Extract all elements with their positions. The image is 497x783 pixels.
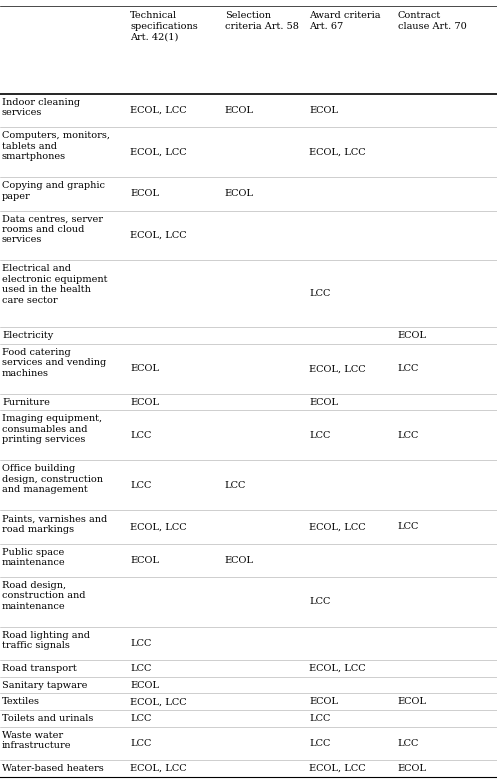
Text: Toilets and urinals: Toilets and urinals <box>2 714 93 723</box>
Text: Road design,
construction and
maintenance: Road design, construction and maintenanc… <box>2 581 85 611</box>
Text: ECOL, LCC: ECOL, LCC <box>130 148 187 157</box>
Text: ECOL: ECOL <box>309 106 338 115</box>
Text: LCC: LCC <box>130 664 152 673</box>
Text: Public space
maintenance: Public space maintenance <box>2 547 66 567</box>
Text: Data centres, server
rooms and cloud
services: Data centres, server rooms and cloud ser… <box>2 215 103 244</box>
Text: LCC: LCC <box>130 739 152 748</box>
Text: ECOL: ECOL <box>130 680 159 690</box>
Text: ECOL: ECOL <box>398 764 426 773</box>
Text: ECOL, LCC: ECOL, LCC <box>130 231 187 240</box>
Text: Waste water
infrastructure: Waste water infrastructure <box>2 731 72 750</box>
Text: LCC: LCC <box>225 481 246 490</box>
Text: ECOL, LCC: ECOL, LCC <box>130 522 187 532</box>
Text: ECOL: ECOL <box>398 698 426 706</box>
Text: LCC: LCC <box>398 364 419 373</box>
Text: Technical
specifications
Art. 42(1): Technical specifications Art. 42(1) <box>130 11 198 41</box>
Text: Textiles: Textiles <box>2 698 40 706</box>
Text: ECOL: ECOL <box>130 189 159 198</box>
Text: LCC: LCC <box>309 289 331 298</box>
Text: ECOL: ECOL <box>225 189 253 198</box>
Text: Road transport: Road transport <box>2 664 77 673</box>
Text: ECOL, LCC: ECOL, LCC <box>309 522 366 532</box>
Text: LCC: LCC <box>130 431 152 440</box>
Text: ECOL: ECOL <box>398 331 426 340</box>
Text: ECOL: ECOL <box>225 556 253 565</box>
Text: ECOL, LCC: ECOL, LCC <box>309 364 366 373</box>
Text: LCC: LCC <box>398 431 419 440</box>
Text: ECOL: ECOL <box>309 398 338 406</box>
Text: ECOL, LCC: ECOL, LCC <box>130 698 187 706</box>
Text: Computers, monitors,
tablets and
smartphones: Computers, monitors, tablets and smartph… <box>2 132 110 161</box>
Text: ECOL: ECOL <box>130 398 159 406</box>
Text: LCC: LCC <box>309 597 331 606</box>
Text: Water-based heaters: Water-based heaters <box>2 764 104 773</box>
Text: Paints, varnishes and
road markings: Paints, varnishes and road markings <box>2 514 107 534</box>
Text: Contract
clause Art. 70: Contract clause Art. 70 <box>398 11 466 31</box>
Text: Award criteria
Art. 67: Award criteria Art. 67 <box>309 11 381 31</box>
Text: Electrical and
electronic equipment
used in the health
care sector: Electrical and electronic equipment used… <box>2 265 107 305</box>
Text: Indoor cleaning
services: Indoor cleaning services <box>2 98 80 117</box>
Text: ECOL, LCC: ECOL, LCC <box>130 106 187 115</box>
Text: LCC: LCC <box>130 639 152 648</box>
Text: LCC: LCC <box>309 739 331 748</box>
Text: Electricity: Electricity <box>2 331 53 340</box>
Text: Food catering
services and vending
machines: Food catering services and vending machi… <box>2 348 106 377</box>
Text: ECOL, LCC: ECOL, LCC <box>309 148 366 157</box>
Text: ECOL, LCC: ECOL, LCC <box>130 764 187 773</box>
Text: Imaging equipment,
consumables and
printing services: Imaging equipment, consumables and print… <box>2 414 102 444</box>
Text: ECOL: ECOL <box>130 364 159 373</box>
Text: LCC: LCC <box>130 714 152 723</box>
Text: LCC: LCC <box>309 714 331 723</box>
Text: ECOL: ECOL <box>309 698 338 706</box>
Text: ECOL: ECOL <box>225 106 253 115</box>
Text: Selection
criteria Art. 58: Selection criteria Art. 58 <box>225 11 299 31</box>
Text: ECOL: ECOL <box>130 556 159 565</box>
Text: Copying and graphic
paper: Copying and graphic paper <box>2 181 105 200</box>
Text: LCC: LCC <box>130 481 152 490</box>
Text: Office building
design, construction
and management: Office building design, construction and… <box>2 464 103 494</box>
Text: LCC: LCC <box>398 522 419 532</box>
Text: LCC: LCC <box>309 431 331 440</box>
Text: ECOL, LCC: ECOL, LCC <box>309 664 366 673</box>
Text: ECOL, LCC: ECOL, LCC <box>309 764 366 773</box>
Text: Sanitary tapware: Sanitary tapware <box>2 680 87 690</box>
Text: LCC: LCC <box>398 739 419 748</box>
Text: Road lighting and
traffic signals: Road lighting and traffic signals <box>2 631 90 650</box>
Text: Furniture: Furniture <box>2 398 50 406</box>
